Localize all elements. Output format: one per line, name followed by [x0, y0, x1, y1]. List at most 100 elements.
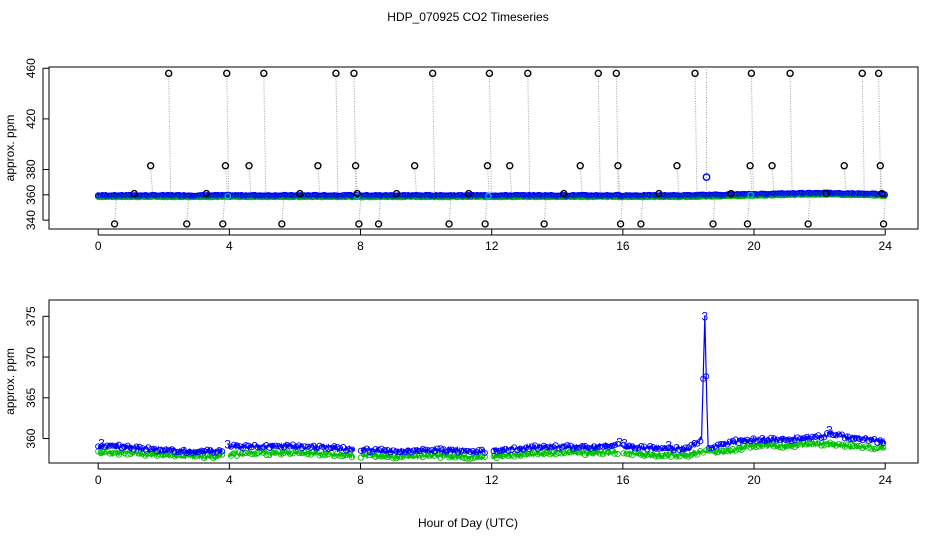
series-3-point	[806, 435, 813, 442]
series-3-point	[555, 445, 562, 452]
y-tick-label: 460	[24, 58, 38, 78]
series-1-point	[402, 452, 409, 459]
series-3-point	[782, 437, 789, 444]
series-3-point	[531, 442, 539, 449]
series-1-point	[340, 452, 347, 459]
series-1-point	[658, 452, 665, 459]
y-tick-label: 340	[24, 210, 38, 230]
series-1-point	[213, 453, 220, 460]
series-1-point	[655, 453, 662, 460]
series-1-point	[649, 452, 657, 459]
spike-point	[702, 173, 711, 182]
outlier-point	[858, 69, 866, 78]
series-3-point	[540, 442, 547, 449]
series-3-point	[632, 445, 639, 452]
y-tick-label: 380	[24, 159, 38, 179]
series-3-point	[322, 445, 329, 452]
series-1-point	[248, 451, 255, 458]
series-3-point	[706, 444, 713, 452]
series-3-point	[608, 442, 615, 450]
chart-title: HDP_070925 CO2 Timeseries	[387, 10, 548, 24]
series-3-point	[183, 450, 190, 457]
outlier-point	[278, 220, 286, 228]
series-1-point	[667, 453, 674, 460]
outlier-point	[506, 162, 514, 170]
series-3-point	[835, 431, 843, 438]
series-3-point	[800, 435, 807, 442]
series-3-point	[576, 444, 583, 451]
series-3-point	[106, 442, 114, 449]
series-3-point	[635, 444, 642, 451]
series-3-point	[278, 444, 285, 451]
series-1-point	[824, 440, 831, 448]
series-3-point	[626, 442, 633, 449]
series-3-point	[505, 447, 512, 454]
series-1-point	[871, 445, 878, 452]
series-3-point	[154, 448, 161, 455]
outlier-connector	[226, 73, 230, 197]
series-3-point	[325, 445, 332, 452]
outlier-point	[219, 220, 227, 228]
series-1-point	[242, 449, 249, 456]
outlier-connector	[358, 196, 362, 224]
x-tick-label: 16	[616, 473, 630, 487]
outlier-connector	[150, 165, 154, 197]
series-1-point	[850, 442, 857, 449]
outlier-connector	[771, 165, 775, 195]
series-3-point	[410, 447, 418, 454]
outlier-point	[202, 189, 211, 198]
series-3-point	[797, 435, 804, 442]
series-3-point	[738, 437, 745, 444]
series-1-point	[160, 452, 167, 459]
outlier-connector	[843, 165, 847, 195]
y-tick-label: 360	[24, 428, 38, 448]
outlier-connector	[509, 165, 513, 197]
series-1-point	[753, 443, 760, 450]
series-3-point	[649, 443, 657, 451]
series-3-point	[546, 444, 553, 451]
x-tick-label: 20	[747, 239, 761, 253]
series-3-point	[458, 448, 465, 455]
series-3-point	[204, 446, 211, 453]
series-1-point	[853, 442, 860, 449]
outlier-connector	[378, 196, 382, 224]
flag-point	[747, 191, 755, 199]
series-3-point	[543, 444, 550, 451]
series-1-point	[360, 451, 367, 458]
series-3-point	[145, 444, 152, 451]
outlier-connector	[617, 165, 621, 197]
series-3-point	[461, 447, 468, 454]
series-3-point	[558, 444, 565, 451]
series-3-point	[198, 447, 205, 454]
series-1-point	[165, 450, 173, 458]
series-3-point	[688, 441, 695, 448]
series-1-point	[626, 451, 633, 458]
series-3-point	[744, 436, 751, 443]
series-1-point	[779, 444, 786, 451]
series-3-point	[496, 447, 503, 455]
series-3-point	[611, 442, 618, 449]
outlier-point	[743, 220, 752, 228]
series-3-point	[195, 448, 202, 455]
outlier-connector	[615, 73, 619, 197]
series-3-point	[189, 449, 196, 456]
outlier-connector	[694, 73, 698, 196]
series-3-point	[729, 437, 736, 444]
series-1-point	[98, 450, 105, 457]
series-3-point	[390, 447, 397, 454]
series-1-point	[776, 444, 783, 451]
series-1-point	[747, 444, 754, 451]
flag-point	[224, 192, 232, 200]
series-1-point	[844, 441, 851, 448]
outlier-point	[221, 162, 230, 170]
series-3-point	[118, 445, 125, 452]
series-3-line	[622, 316, 886, 454]
series-3-point	[372, 445, 379, 453]
series-3-label: 3	[621, 437, 628, 451]
series-3-point	[257, 444, 264, 451]
series-3-point	[599, 443, 606, 450]
outlier-point	[485, 69, 494, 78]
x-tick-label: 4	[226, 473, 233, 487]
series-3-point	[399, 448, 406, 455]
series-1-point	[154, 452, 161, 459]
